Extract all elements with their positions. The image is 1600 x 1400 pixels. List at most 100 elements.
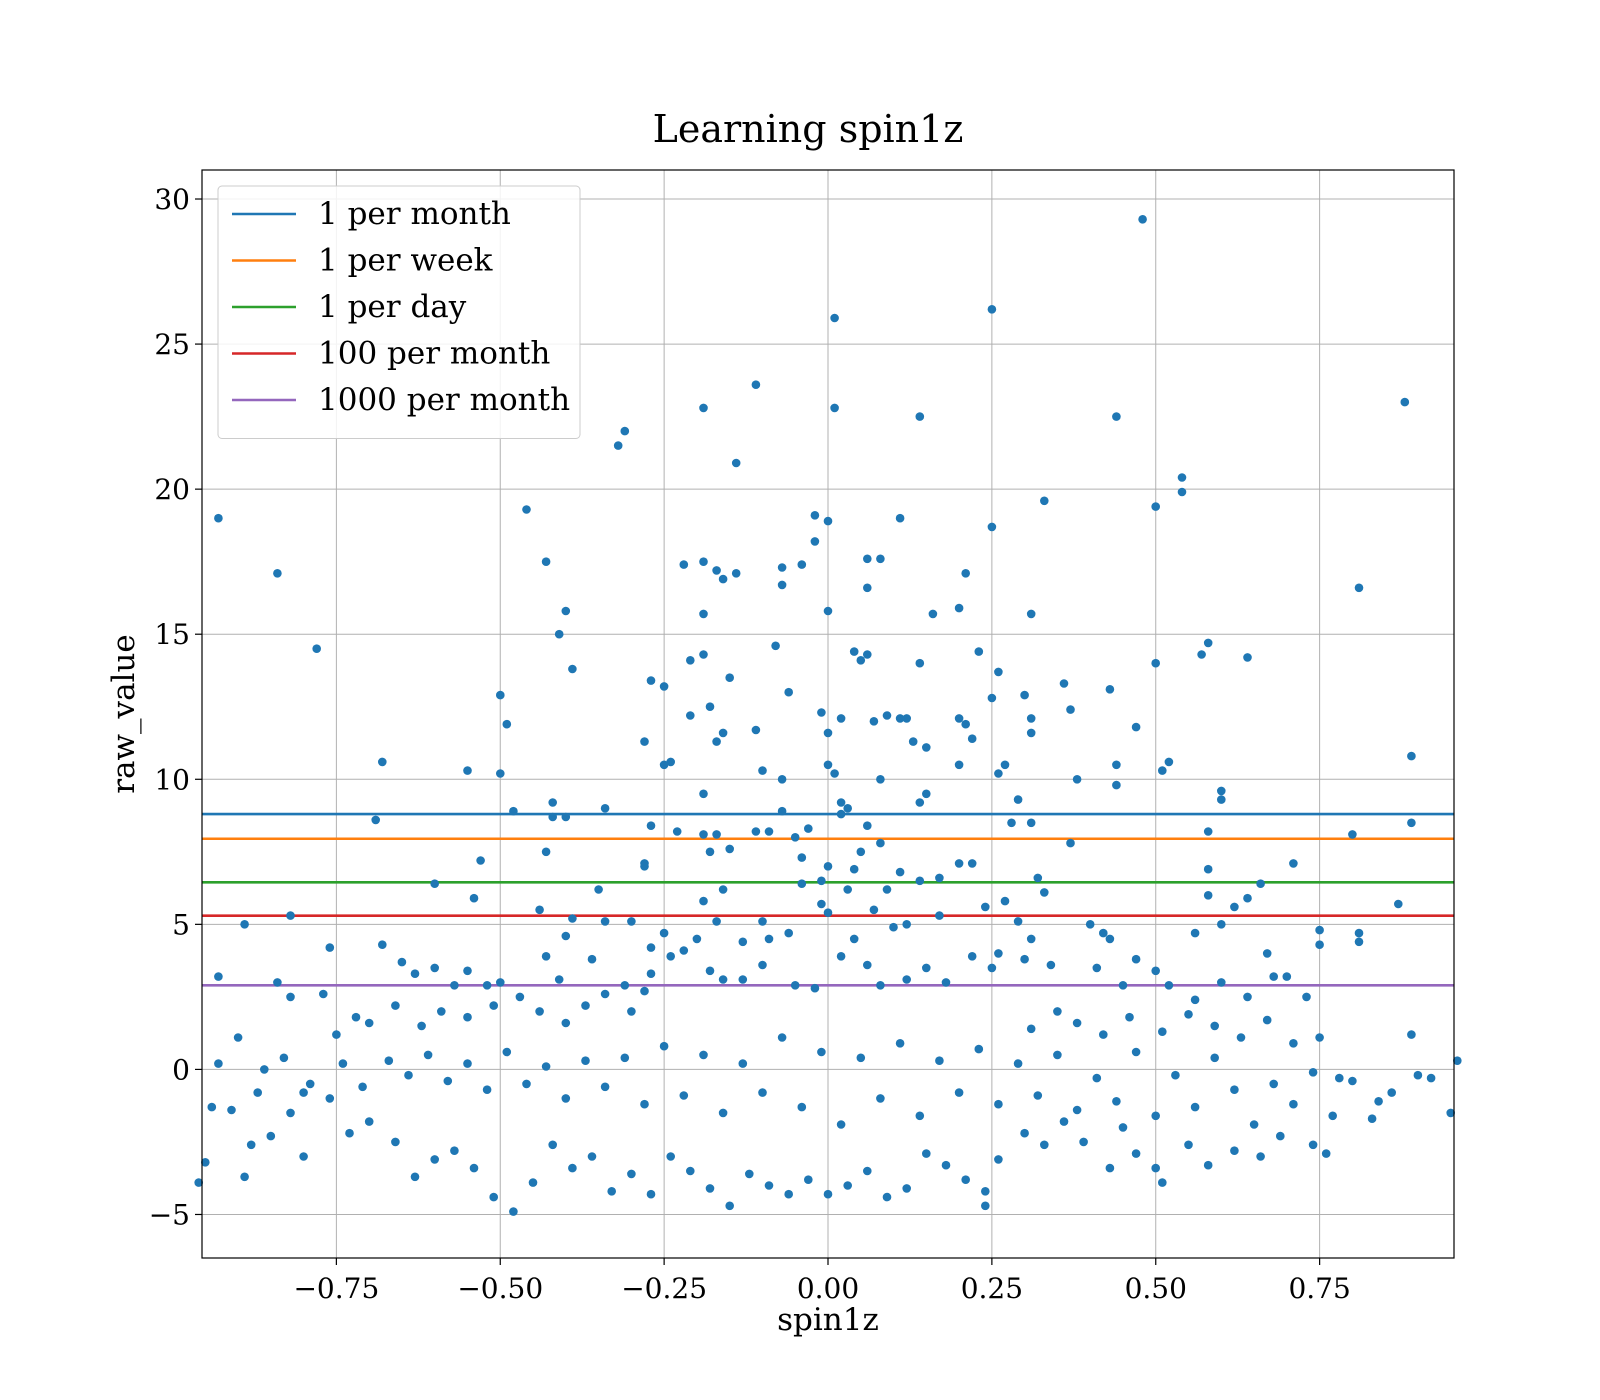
scatter-point [1190, 928, 1200, 938]
scatter-point [489, 1001, 499, 1010]
scatter-point [843, 804, 852, 813]
scatter-point [554, 629, 564, 639]
legend-label: 100 per month [318, 336, 550, 372]
scatter-point [273, 978, 282, 987]
scatter-point [1335, 1073, 1344, 1083]
scatter-point [705, 702, 715, 711]
scatter-point [902, 920, 911, 929]
scatter-point [1387, 1088, 1396, 1097]
scatter-point [541, 847, 551, 857]
y-axis-ticks: −5 0 5 10 15 20 25 30 [149, 183, 202, 1231]
scatter-point [876, 838, 885, 848]
scatter-point [869, 717, 879, 726]
scatter-point [1164, 981, 1174, 990]
scatter-point [410, 1172, 420, 1182]
scatter-point [679, 1091, 689, 1100]
scatter-point [1092, 963, 1102, 973]
scatter-point [817, 899, 826, 909]
scatter-point [849, 647, 859, 656]
scatter-point [705, 966, 715, 976]
scatter-point [568, 664, 577, 674]
scatter-point [954, 859, 964, 868]
scatter-point [889, 922, 898, 932]
scatter-point [843, 1181, 852, 1190]
scatter-point [1367, 1114, 1377, 1123]
scatter-point [286, 1108, 295, 1118]
scatter-point [784, 1189, 793, 1199]
legend-label: 1 per week [318, 243, 493, 279]
scatter-point [1203, 1160, 1213, 1170]
scatter-point [902, 714, 911, 723]
x-tick-label: 0.00 [797, 1272, 859, 1305]
scatter-point [718, 574, 728, 584]
scatter-point [1256, 879, 1265, 888]
scatter-point [1066, 838, 1075, 848]
scatter-point [987, 963, 997, 973]
scatter-point [823, 908, 833, 917]
scatter-point [836, 1120, 846, 1129]
scatter-point [836, 952, 846, 961]
scatter-point [725, 844, 734, 854]
scatter-point [430, 963, 440, 973]
scatter-point [515, 992, 525, 1002]
scatter-point [830, 313, 839, 323]
scatter-point [1053, 1007, 1062, 1016]
scatter-point [718, 728, 728, 738]
scatter-point [1289, 1099, 1298, 1109]
scatter-point [1072, 1105, 1082, 1115]
scatter-point [751, 725, 761, 735]
scatter-point [1217, 920, 1226, 929]
legend-label: 1 per month [318, 196, 511, 232]
scatter-point [718, 975, 728, 984]
scatter-point [810, 511, 820, 520]
scatter-point [915, 412, 925, 421]
scatter-point [1105, 1163, 1115, 1173]
scatter-point [738, 975, 748, 984]
scatter-point [823, 516, 833, 526]
x-tick-label: 0.75 [1288, 1272, 1350, 1305]
legend-label: 1 per day [318, 289, 467, 325]
scatter-point [705, 1184, 715, 1193]
scatter-point [1020, 954, 1029, 964]
scatter-point [922, 1149, 931, 1158]
legend-label: 1000 per month [318, 382, 570, 418]
scatter-point [987, 522, 997, 532]
scatter-point [502, 719, 512, 729]
scatter-point [1013, 795, 1023, 804]
scatter-point [469, 893, 479, 903]
scatter-point [935, 911, 944, 920]
scatter-point [751, 827, 761, 836]
scatter-point [974, 1044, 984, 1054]
scatter-point [541, 1062, 551, 1071]
scatter-point [607, 1187, 616, 1196]
scatter-point [587, 1152, 597, 1161]
scatter-point [627, 1169, 636, 1179]
scatter-point [725, 1201, 734, 1211]
scatter-point [227, 1105, 236, 1115]
scatter-point [640, 986, 649, 996]
scatter-point [777, 563, 787, 572]
scatter-point [561, 606, 571, 616]
scatter-point [699, 789, 708, 799]
scatter-point [1269, 1079, 1278, 1089]
scatter-point [1072, 775, 1082, 784]
scatter-point [915, 1111, 925, 1121]
scatter-point [1033, 873, 1043, 883]
scatter-point [699, 609, 708, 619]
scatter-point [941, 978, 951, 987]
scatter-point [1079, 1137, 1088, 1147]
scatter-point [286, 911, 295, 920]
scatter-point [699, 1050, 708, 1060]
chart-title: Learning spin1z [653, 107, 964, 151]
scatter-point [981, 1201, 990, 1211]
scatter-point [869, 905, 879, 915]
scatter-point [240, 920, 249, 929]
scatter-point [1085, 920, 1095, 929]
scatter-point [404, 1070, 413, 1080]
scatter-point [496, 978, 505, 987]
scatter-point [1131, 954, 1141, 964]
scatter-point [718, 1108, 728, 1118]
scatter-point [207, 1102, 217, 1112]
scatter-point [699, 830, 708, 839]
scatter-point [1184, 1140, 1193, 1150]
